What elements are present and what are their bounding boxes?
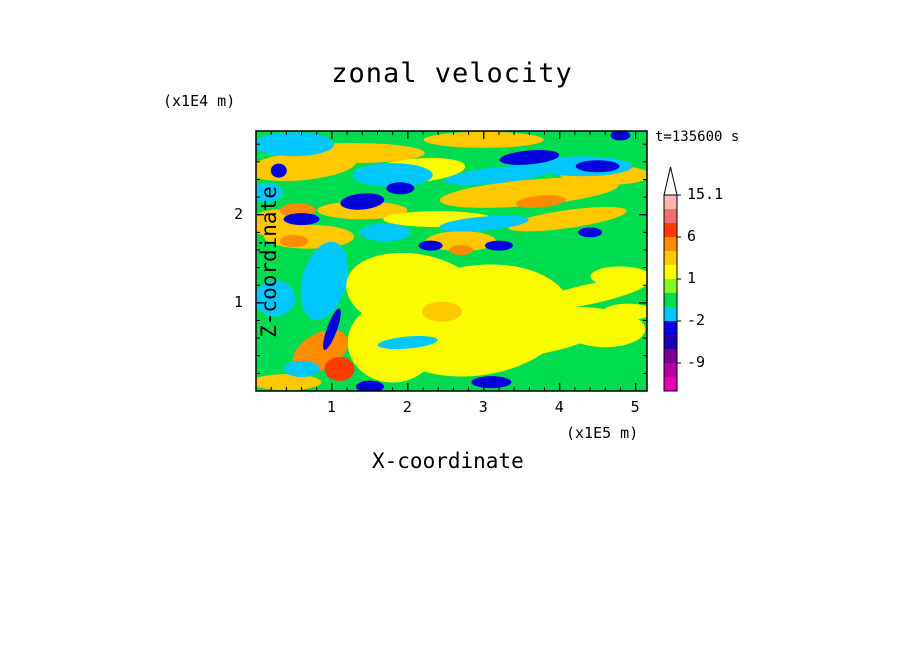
contour-region (438, 215, 529, 232)
contour-region (256, 182, 283, 203)
colorbar-segment (664, 335, 677, 349)
x-axis-label: X-coordinate (372, 449, 524, 473)
contour-region (590, 266, 647, 287)
y-axis-label: Z-coordinate (256, 186, 281, 338)
contour-region (603, 303, 647, 320)
contour-region (484, 240, 513, 251)
contour-region (256, 374, 322, 391)
colorbar-label: -2 (687, 311, 706, 329)
x-tick-label: 1 (326, 398, 336, 416)
contour-region (507, 206, 627, 232)
contour-region (279, 235, 308, 248)
contour-region (578, 227, 603, 238)
contour-region (444, 165, 554, 185)
colorbar-segment (664, 349, 677, 363)
contour-region (422, 301, 463, 322)
contour-region (283, 213, 320, 226)
colorbar-extend-arrow (663, 166, 678, 196)
contour-region (448, 244, 473, 255)
contour-region (317, 201, 408, 220)
contour-region (324, 356, 355, 381)
contour-region (377, 336, 438, 350)
contour-region (471, 376, 512, 389)
x-axis-multiplier: (x1E5 m) (566, 424, 639, 442)
contour-region (355, 380, 384, 391)
contour-region (515, 195, 566, 208)
contour-region (499, 149, 560, 165)
contour-region (300, 241, 348, 320)
contour-region (323, 308, 341, 351)
contour-region (610, 131, 631, 141)
contour-field (256, 131, 647, 391)
contour-region (256, 132, 334, 157)
x-tick-label: 5 (630, 398, 640, 416)
colorbar-segment (664, 363, 677, 377)
contour-region (352, 163, 433, 188)
colorbar-segment (664, 209, 677, 223)
colorbar-segment (664, 307, 677, 321)
contour-region (575, 160, 620, 173)
contour-region (423, 131, 544, 148)
colorbar-label: 6 (687, 227, 697, 245)
contour-region (360, 223, 411, 242)
contour-region (283, 360, 320, 377)
colorbar-segment (664, 195, 677, 209)
x-tick-label: 4 (554, 398, 564, 416)
colorbar-label: -9 (687, 353, 706, 371)
colorbar-segment (664, 321, 677, 335)
chart-title: zonal velocity (331, 58, 573, 89)
plot-frame (255, 130, 648, 392)
contour-region (256, 280, 295, 317)
colorbar-segment (664, 377, 677, 391)
contour-region (565, 311, 646, 348)
colorbar-segment (664, 293, 677, 307)
colorbar-label: 15.1 (687, 185, 724, 203)
contour-region (418, 240, 443, 251)
contour-region (386, 182, 415, 195)
contour-region (425, 231, 496, 252)
colorbar-segment (664, 223, 677, 237)
colorbar-label: 1 (687, 269, 697, 287)
x-tick-label: 2 (402, 398, 412, 416)
time-label: t=135600 s (655, 129, 740, 145)
contour-region (270, 163, 287, 178)
y-tick-label: 1 (234, 292, 244, 311)
colorbar-segment (664, 265, 677, 279)
colorbar-segment (664, 279, 677, 293)
colorbar-segment (664, 251, 677, 265)
colorbar-segment (664, 237, 677, 251)
y-axis-multiplier: (x1E4 m) (163, 92, 236, 110)
contour-region (439, 177, 619, 208)
y-tick-label: 2 (234, 204, 244, 223)
x-tick-label: 3 (478, 398, 488, 416)
contour-region (340, 193, 385, 210)
